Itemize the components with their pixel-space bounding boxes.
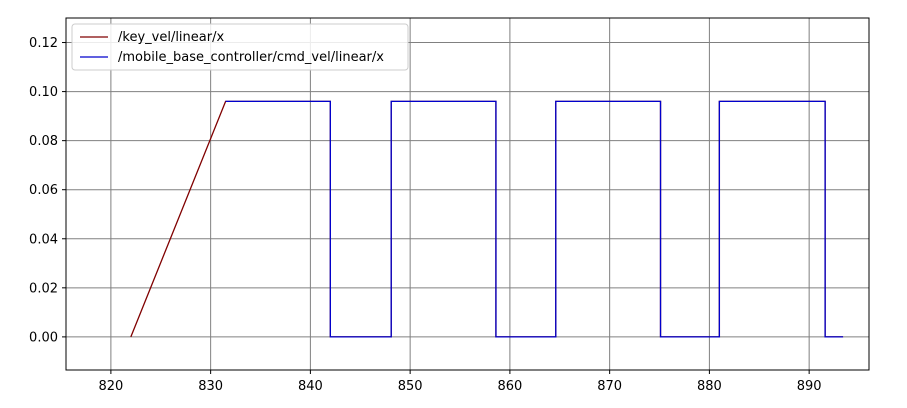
y-tick-label: 0.02 — [29, 281, 58, 296]
y-tick-label: 0.04 — [29, 232, 58, 247]
plot-frame — [65, 17, 870, 371]
y-tick-label: 0.12 — [29, 36, 58, 51]
y-tick-label: 0.00 — [29, 330, 58, 345]
y-tick-label: 0.10 — [29, 85, 58, 100]
x-tick-label: 840 — [298, 379, 323, 394]
x-axis-ticks: 820 830 840 850 860 870 880 890 — [98, 370, 822, 394]
x-tick-label: 850 — [398, 379, 423, 394]
x-tick-label: 820 — [98, 379, 123, 394]
y-tick-label: 0.06 — [29, 183, 58, 198]
x-tick-label: 870 — [597, 379, 622, 394]
grid-lines — [66, 18, 869, 370]
x-tick-label: 880 — [697, 379, 722, 394]
series-line-1 — [225, 100, 844, 338]
x-tick-label: 890 — [797, 379, 822, 394]
plot-background — [66, 18, 869, 370]
y-axis-ticks: 0.00 0.02 0.04 0.06 0.08 0.10 0.12 — [29, 36, 66, 345]
x-tick-label: 830 — [198, 379, 223, 394]
legend: /key_vel/linear/x /mobile_base_controlle… — [71, 23, 409, 71]
x-tick-label: 860 — [497, 379, 522, 394]
legend-label-key-vel: /key_vel/linear/x — [118, 30, 224, 45]
legend-label-cmd-vel: /mobile_base_controller/cmd_vel/linear/x — [118, 50, 384, 65]
legend-box — [71, 23, 409, 71]
series-layer — [130, 100, 844, 338]
y-tick-label: 0.08 — [29, 134, 58, 149]
